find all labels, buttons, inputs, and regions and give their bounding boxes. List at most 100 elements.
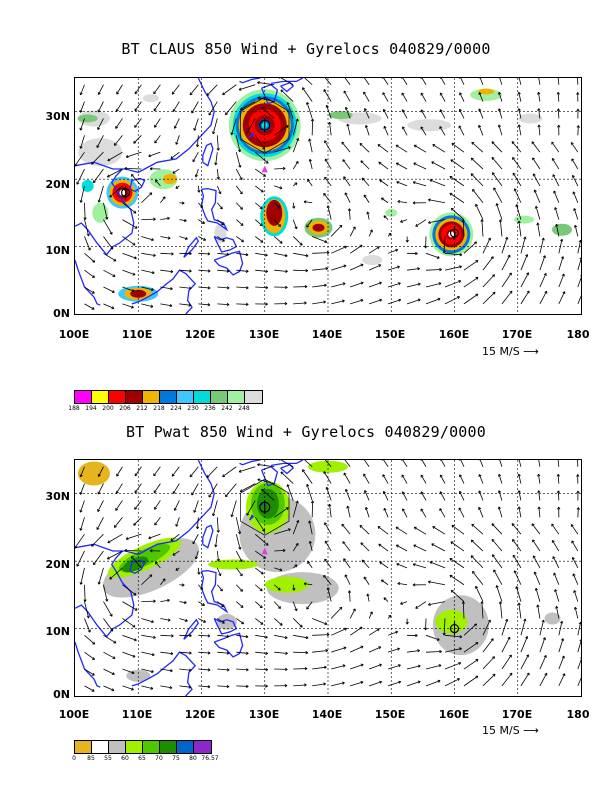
wind-vector bbox=[558, 673, 566, 687]
coastline-segment bbox=[239, 78, 261, 84]
wind-vector-head bbox=[191, 492, 195, 496]
wind-vector bbox=[292, 601, 298, 611]
wind-vector bbox=[344, 192, 351, 203]
wind-vector bbox=[122, 269, 136, 276]
wind-vector-head bbox=[478, 474, 482, 477]
wind-vector-head bbox=[132, 242, 136, 246]
wind-vector bbox=[420, 508, 427, 518]
wind-vector bbox=[539, 290, 548, 305]
wind-vector bbox=[406, 299, 421, 305]
wind-vector bbox=[327, 205, 332, 220]
wind-vector bbox=[331, 282, 346, 288]
panel2-colorbar-swatch bbox=[193, 740, 212, 754]
wind-vector bbox=[350, 664, 364, 670]
wind-vector bbox=[496, 203, 503, 220]
wind-vector-head bbox=[378, 281, 382, 285]
wind-vector-head bbox=[378, 161, 382, 165]
wind-vector-head bbox=[222, 92, 226, 96]
wind-vector bbox=[463, 293, 479, 305]
wind-vector bbox=[383, 215, 389, 220]
wind-vector-head bbox=[259, 223, 263, 227]
panel1-xlabel-110E: 110E bbox=[121, 328, 153, 341]
wind-vector-head bbox=[87, 629, 91, 633]
wind-vector-head bbox=[459, 635, 463, 639]
wind-vector bbox=[425, 618, 427, 631]
panel1-colorbar-label: 194 bbox=[85, 405, 97, 412]
wind-vector bbox=[551, 540, 560, 552]
wind-vector-head bbox=[475, 293, 479, 297]
wind-vector-head bbox=[346, 505, 350, 509]
wind-vector-head bbox=[420, 474, 424, 478]
wind-vector bbox=[312, 666, 327, 670]
wind-vector-head bbox=[79, 474, 83, 478]
wind-vector bbox=[460, 78, 465, 85]
wind-vector bbox=[577, 276, 581, 288]
wind-vector bbox=[292, 543, 299, 552]
wind-vector-head bbox=[537, 108, 541, 111]
wind-vector-head bbox=[560, 638, 565, 642]
wind-vector-head bbox=[216, 558, 220, 562]
wind-vector bbox=[235, 168, 243, 180]
wind-vector-head bbox=[576, 507, 580, 510]
wind-vector bbox=[518, 506, 522, 518]
wind-vector bbox=[535, 206, 541, 220]
wind-vector-head bbox=[573, 208, 577, 211]
wind-vector-head bbox=[554, 207, 558, 210]
wind-vector bbox=[160, 196, 166, 203]
wind-vector bbox=[520, 236, 526, 254]
wind-vector-head bbox=[216, 176, 220, 180]
wind-vector bbox=[478, 92, 484, 102]
wind-vector-head bbox=[279, 240, 283, 244]
wind-vector bbox=[324, 460, 332, 468]
wind-vector-head bbox=[240, 588, 243, 592]
coastline-segment bbox=[280, 81, 295, 93]
wind-vector bbox=[192, 151, 199, 162]
wind-vector-head bbox=[363, 91, 367, 95]
wind-vector bbox=[175, 135, 180, 145]
wind-vector-head bbox=[92, 641, 96, 645]
wind-vector bbox=[134, 500, 142, 510]
wind-vector-head bbox=[359, 142, 363, 146]
wind-vector bbox=[558, 291, 566, 305]
wind-vector-head bbox=[325, 486, 329, 490]
panel1-xlabel-100E: 100E bbox=[58, 328, 90, 341]
wind-vector-head bbox=[257, 96, 261, 100]
wind-vector bbox=[122, 286, 135, 292]
wind-vector-head bbox=[169, 303, 173, 308]
wind-vector-head bbox=[265, 302, 268, 306]
wind-vector-head bbox=[492, 291, 496, 295]
wind-vector bbox=[459, 491, 465, 501]
wind-vector bbox=[478, 490, 484, 501]
wind-vector bbox=[306, 601, 313, 610]
wind-vector-head bbox=[397, 647, 400, 651]
wind-vector bbox=[160, 668, 173, 672]
wind-vector-head bbox=[207, 286, 211, 290]
wind-vector-head bbox=[153, 635, 156, 639]
wind-vector bbox=[514, 570, 522, 585]
wind-vector bbox=[280, 78, 294, 86]
wind-vector-head bbox=[154, 124, 157, 128]
wind-vector bbox=[426, 269, 442, 271]
wind-vector-head bbox=[428, 580, 431, 584]
wind-vector-head bbox=[517, 124, 521, 128]
wind-vector bbox=[98, 185, 104, 203]
wind-vector-head bbox=[388, 614, 392, 618]
wind-vector-head bbox=[115, 108, 119, 112]
wind-vector bbox=[257, 464, 275, 468]
wind-vector-head bbox=[497, 506, 501, 510]
wind-vector bbox=[555, 606, 560, 619]
wind-vector bbox=[148, 533, 161, 539]
wind-vector bbox=[122, 618, 136, 628]
wind-vector-head bbox=[278, 223, 281, 227]
wind-vector-head bbox=[91, 672, 95, 676]
wind-vector bbox=[449, 558, 465, 569]
wind-vector bbox=[141, 685, 154, 690]
wind-vector bbox=[368, 282, 382, 288]
wind-vector bbox=[308, 138, 313, 153]
wind-vector-head bbox=[369, 611, 373, 615]
wind-vector-head bbox=[151, 238, 154, 242]
wind-vector bbox=[324, 78, 332, 86]
wind-vector bbox=[479, 460, 484, 467]
wind-vector-head bbox=[259, 588, 263, 592]
wind-vector-head bbox=[339, 224, 343, 228]
